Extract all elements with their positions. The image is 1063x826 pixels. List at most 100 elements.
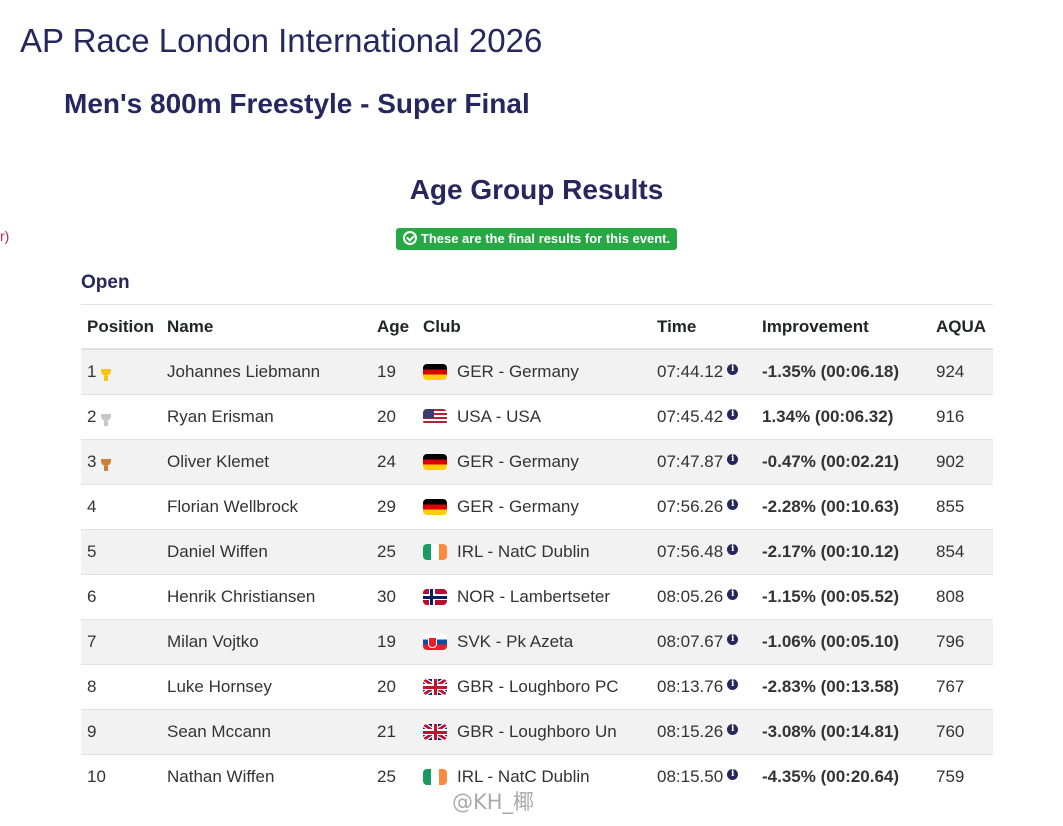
time-value: 08:15.50 bbox=[657, 767, 724, 786]
improvement-cell: -2.17% (00:10.12) bbox=[756, 529, 930, 575]
club-cell[interactable]: GER - Germany bbox=[417, 484, 651, 530]
improvement-cell: -1.15% (00:05.52) bbox=[756, 574, 930, 620]
club-cell[interactable]: NOR - Lambertseter bbox=[417, 574, 651, 620]
info-icon[interactable]: i bbox=[727, 634, 739, 645]
time-cell: 07:56.26 i bbox=[651, 484, 756, 530]
aqua-points: 902 bbox=[930, 439, 993, 485]
improvement-cell: -1.35% (00:06.18) bbox=[756, 349, 930, 395]
swimmer-name[interactable]: Milan Vojtko bbox=[161, 619, 371, 665]
trophy-silver-icon bbox=[101, 414, 112, 426]
aqua-points: 808 bbox=[930, 574, 993, 620]
aqua-points: 759 bbox=[930, 754, 993, 799]
swimmer-name[interactable]: Florian Wellbrock bbox=[161, 484, 371, 530]
age-cell: 19 bbox=[371, 349, 417, 395]
club-cell[interactable]: GER - Germany bbox=[417, 349, 651, 395]
flag-irl-icon bbox=[423, 544, 447, 560]
swimmer-name[interactable]: Johannes Liebmann bbox=[161, 349, 371, 395]
position-value: 10 bbox=[87, 767, 106, 786]
swimmer-name[interactable]: Sean Mccann bbox=[161, 709, 371, 755]
aqua-points: 767 bbox=[930, 664, 993, 710]
table-row[interactable]: 3 Oliver Klemet 24 GER - Germany 07:47.87 i -0… bbox=[81, 439, 993, 485]
age-group-label: Open bbox=[81, 272, 130, 293]
time-value: 08:07.67 bbox=[657, 632, 724, 651]
info-icon[interactable]: i bbox=[727, 544, 739, 555]
table-row[interactable]: 1 Johannes Liebmann 19 GER - Germany 07:44.1… bbox=[81, 349, 993, 395]
swimmer-name[interactable]: Luke Hornsey bbox=[161, 664, 371, 710]
position-cell: 10 bbox=[81, 754, 161, 799]
column-header-improvement[interactable]: Improvement bbox=[756, 305, 930, 350]
club-name: IRL - NatC Dublin bbox=[457, 542, 590, 561]
column-header-time[interactable]: Time bbox=[651, 305, 756, 350]
left-edge-text-fragment: r) bbox=[0, 228, 10, 244]
table-top-divider bbox=[81, 304, 993, 305]
table-row[interactable]: 9 Sean Mccann 21 GBR - Loughboro Un 08:15.26… bbox=[81, 709, 993, 755]
time-cell: 08:15.26 i bbox=[651, 709, 756, 755]
swimmer-name[interactable]: Henrik Christiansen bbox=[161, 574, 371, 620]
info-icon[interactable]: i bbox=[727, 589, 739, 600]
column-header-name[interactable]: Name bbox=[161, 305, 371, 350]
club-cell[interactable]: IRL - NatC Dublin bbox=[417, 754, 651, 799]
aqua-points: 796 bbox=[930, 619, 993, 665]
table-row[interactable]: 4 Florian Wellbrock 29 GER - Germany 07:56.2… bbox=[81, 484, 993, 530]
swimmer-name[interactable]: Nathan Wiffen bbox=[161, 754, 371, 799]
club-cell[interactable]: IRL - NatC Dublin bbox=[417, 529, 651, 575]
info-icon[interactable]: i bbox=[727, 454, 739, 465]
club-name: GER - Germany bbox=[457, 362, 579, 381]
position-cell: 1 bbox=[81, 349, 161, 395]
improvement-cell: -1.06% (00:05.10) bbox=[756, 619, 930, 665]
table-row[interactable]: 10 Nathan Wiffen 25 IRL - NatC Dublin 08:15.… bbox=[81, 754, 993, 799]
time-cell: 08:15.50 i bbox=[651, 754, 756, 799]
table-row[interactable]: 5 Daniel Wiffen 25 IRL - NatC Dublin 07:56.4… bbox=[81, 529, 993, 575]
improvement-cell: -4.35% (00:20.64) bbox=[756, 754, 930, 799]
position-value: 2 bbox=[87, 407, 97, 426]
column-header-age[interactable]: Age bbox=[371, 305, 417, 350]
swimmer-name[interactable]: Ryan Erisman bbox=[161, 394, 371, 440]
flag-irl-icon bbox=[423, 769, 447, 785]
info-icon[interactable]: i bbox=[727, 364, 739, 375]
club-name: GBR - Loughboro PC bbox=[457, 677, 619, 696]
club-cell[interactable]: GER - Germany bbox=[417, 439, 651, 485]
info-icon[interactable]: i bbox=[727, 499, 739, 510]
improvement-cell: -0.47% (00:02.21) bbox=[756, 439, 930, 485]
table-row[interactable]: 7 Milan Vojtko 19 SVK - Pk Azeta 08:07.67 i -1… bbox=[81, 619, 993, 665]
info-icon[interactable]: i bbox=[727, 679, 739, 690]
improvement-cell: -2.28% (00:10.63) bbox=[756, 484, 930, 530]
column-header-aqua[interactable]: AQUA bbox=[930, 305, 993, 350]
club-cell[interactable]: GBR - Loughboro PC bbox=[417, 664, 651, 710]
position-value: 9 bbox=[87, 722, 97, 741]
flag-ger-icon bbox=[423, 364, 447, 380]
flag-gbr-icon bbox=[423, 724, 447, 740]
position-cell: 3 bbox=[81, 439, 161, 485]
age-cell: 20 bbox=[371, 664, 417, 710]
position-cell: 6 bbox=[81, 574, 161, 620]
club-name: GER - Germany bbox=[457, 452, 579, 471]
table-row[interactable]: 2 Ryan Erisman 20 USA - USA 07:45.42 i 1.34% (… bbox=[81, 394, 993, 440]
club-cell[interactable]: USA - USA bbox=[417, 394, 651, 440]
age-cell: 24 bbox=[371, 439, 417, 485]
time-value: 07:45.42 bbox=[657, 407, 724, 426]
position-cell: 9 bbox=[81, 709, 161, 755]
position-cell: 5 bbox=[81, 529, 161, 575]
club-cell[interactable]: SVK - Pk Azeta bbox=[417, 619, 651, 665]
table-row[interactable]: 6 Henrik Christiansen 30 NOR - Lambertseter… bbox=[81, 574, 993, 620]
flag-ger-icon bbox=[423, 454, 447, 470]
swimmer-name[interactable]: Oliver Klemet bbox=[161, 439, 371, 485]
trophy-gold-icon bbox=[101, 369, 112, 381]
club-name: GBR - Loughboro Un bbox=[457, 722, 617, 741]
time-value: 08:13.76 bbox=[657, 677, 724, 696]
time-value: 08:05.26 bbox=[657, 587, 724, 606]
column-header-position[interactable]: Position bbox=[81, 305, 161, 350]
time-cell: 08:05.26 i bbox=[651, 574, 756, 620]
club-cell[interactable]: GBR - Loughboro Un bbox=[417, 709, 651, 755]
info-icon[interactable]: i bbox=[727, 769, 739, 780]
time-cell: 08:13.76 i bbox=[651, 664, 756, 710]
swimmer-name[interactable]: Daniel Wiffen bbox=[161, 529, 371, 575]
table-row[interactable]: 8 Luke Hornsey 20 GBR - Loughboro PC 08:13.7… bbox=[81, 664, 993, 710]
position-value: 4 bbox=[87, 497, 97, 516]
flag-ger-icon bbox=[423, 499, 447, 515]
flag-usa-icon bbox=[423, 409, 447, 425]
column-header-club[interactable]: Club bbox=[417, 305, 651, 350]
table-header-row: Position Name Age Club Time Improvement … bbox=[81, 305, 993, 350]
info-icon[interactable]: i bbox=[727, 409, 739, 420]
info-icon[interactable]: i bbox=[727, 724, 739, 735]
